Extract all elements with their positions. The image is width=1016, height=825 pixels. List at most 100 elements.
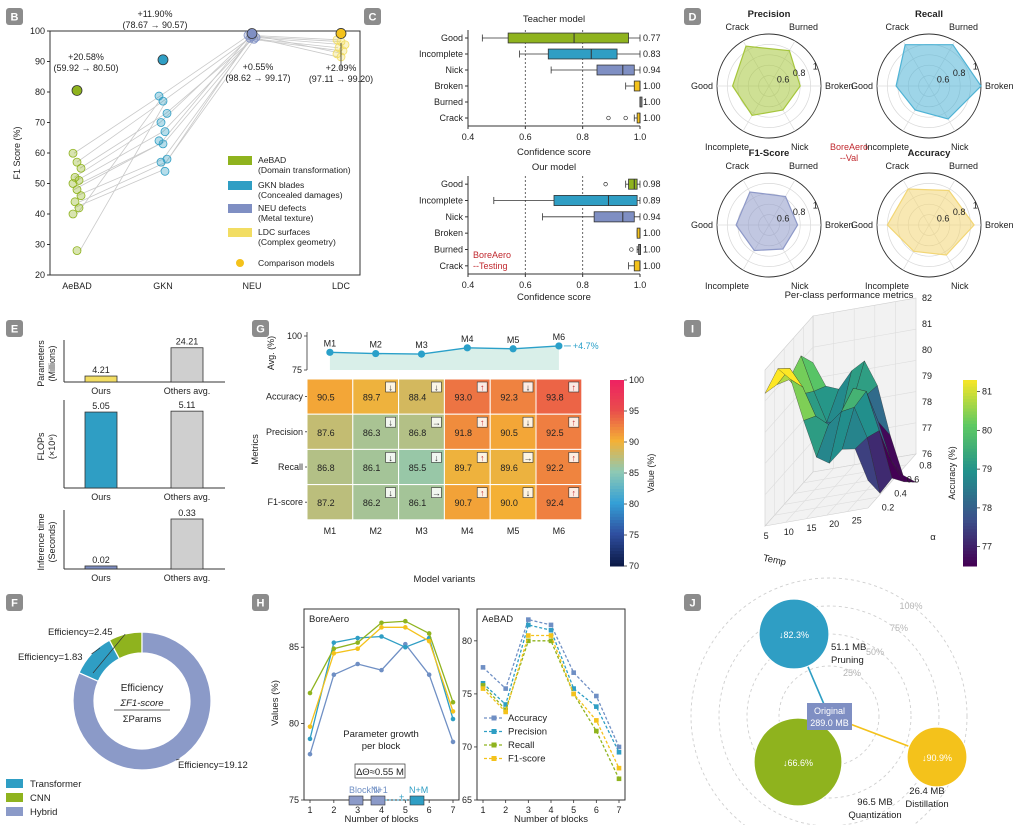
y-axis-title: FLOPs(×10⁹) bbox=[36, 432, 57, 461]
avg-y-axis-title: Avg. (%) bbox=[266, 336, 276, 370]
reference-ring bbox=[690, 577, 968, 825]
panel-letter: E bbox=[11, 324, 18, 336]
x-tick-label: 5 bbox=[571, 805, 576, 815]
cell-value-label: 88.4 bbox=[409, 393, 427, 403]
colorbar-segment bbox=[963, 541, 977, 545]
colorbar-segment bbox=[963, 404, 977, 409]
colorbar-tick-label: 80 bbox=[982, 425, 992, 435]
radar-axis-label: Good bbox=[851, 81, 873, 91]
colorbar-segment bbox=[610, 414, 624, 418]
series-marker bbox=[331, 651, 337, 656]
radar-axis-label: Burned bbox=[949, 22, 978, 32]
cell-value-label: 86.3 bbox=[363, 428, 381, 438]
connector-line bbox=[159, 39, 250, 172]
bar bbox=[170, 518, 204, 570]
panel-badge bbox=[252, 594, 269, 611]
legend-label: F1-score bbox=[508, 754, 545, 765]
radar-tick-label: 0.6 bbox=[937, 75, 950, 85]
trend-arrow-up: ↑ bbox=[572, 418, 577, 428]
radar-area bbox=[735, 191, 799, 252]
chart-e: Parameters(Millions) 4.21 Ours 24.21 Others … bbox=[36, 337, 225, 583]
colorbar-segment bbox=[610, 411, 624, 415]
series-marker bbox=[594, 728, 599, 734]
colorbar-tick-label: 80 bbox=[629, 499, 639, 509]
outlier bbox=[629, 247, 634, 252]
size-label: 26.4 MB bbox=[909, 786, 944, 797]
radar-axis-label: Burned bbox=[949, 161, 978, 171]
x-tick-label: 2 bbox=[331, 805, 336, 815]
colorbar-segment bbox=[963, 544, 977, 548]
colorbar-segment bbox=[610, 479, 624, 483]
cell-value-label: 89.7 bbox=[455, 463, 473, 473]
avg-y-tick-label: 100 bbox=[287, 331, 302, 341]
y-tick-label: 20 bbox=[35, 270, 45, 280]
legend-label: Accuracy bbox=[508, 713, 547, 724]
series-marker bbox=[503, 702, 508, 707]
colorbar-tick-label: 90 bbox=[629, 437, 639, 447]
colorbar-segment bbox=[963, 429, 977, 434]
colorbar-segment bbox=[610, 442, 624, 446]
grid-line bbox=[784, 486, 888, 505]
y-tick-label: 40 bbox=[35, 209, 45, 219]
trend-badge bbox=[476, 416, 488, 428]
trend-arrow-up: ↑ bbox=[572, 488, 577, 498]
colorbar-segment bbox=[610, 401, 624, 406]
z-tick-label: 80 bbox=[922, 345, 932, 355]
radar-caption: Per-class performance metrics bbox=[785, 290, 914, 301]
panel-J-badge: J bbox=[684, 594, 701, 611]
inset-block-label: N+M bbox=[409, 785, 428, 795]
bar-value-label: 5.11 bbox=[179, 400, 196, 410]
colorbar-segment bbox=[610, 510, 624, 514]
colorbar-tick-label: 78 bbox=[982, 503, 992, 513]
colorbar-segment bbox=[610, 435, 624, 440]
x-tick-label: M6 bbox=[553, 526, 566, 536]
colorbar-segment bbox=[963, 528, 977, 533]
x-axis-title: Confidence score bbox=[517, 292, 591, 303]
colorbar-tick-label: 75 bbox=[629, 530, 639, 540]
colorbar-tick-label: 81 bbox=[982, 387, 992, 397]
trend-badge bbox=[568, 381, 580, 393]
trend-arrow-right: → bbox=[432, 488, 441, 498]
legend-marker bbox=[491, 715, 497, 721]
y-tick-label: Recall bbox=[278, 462, 303, 472]
y-tick-label: 75 bbox=[289, 795, 299, 805]
surface-face bbox=[854, 437, 881, 494]
colorbar-segment bbox=[963, 562, 977, 567]
colorbar-segment bbox=[963, 398, 977, 403]
y-tick-label: 70 bbox=[35, 118, 45, 128]
x-axis-title: Model variants bbox=[414, 574, 476, 585]
radar-tick-label: 0.6 bbox=[937, 214, 950, 224]
slice-leader bbox=[92, 633, 126, 674]
donut-slice bbox=[72, 631, 212, 771]
series-marker bbox=[616, 744, 622, 750]
slice-label: Efficiency=1.83 bbox=[18, 652, 83, 663]
colorbar-segment bbox=[963, 423, 977, 427]
bar-value-label: 0.33 bbox=[178, 508, 196, 518]
bar-value-label: 5.05 bbox=[92, 401, 110, 411]
y-tick-label: 50 bbox=[35, 179, 45, 189]
series-marker bbox=[403, 618, 408, 624]
z-tick-label: 81 bbox=[922, 319, 932, 329]
trend-badge bbox=[568, 487, 580, 498]
panel-letter: I bbox=[691, 324, 694, 336]
colorbar-segment bbox=[610, 497, 624, 502]
x-tick-label: 0.6 bbox=[519, 132, 532, 142]
colorbar-segment bbox=[610, 420, 624, 424]
trend-arrow-up: ↑ bbox=[480, 418, 485, 428]
class-label: Good bbox=[441, 33, 463, 43]
panel-badge bbox=[684, 320, 701, 337]
legend-swatch bbox=[6, 793, 23, 802]
colorbar-segment bbox=[610, 466, 624, 471]
y-tick-label: 90 bbox=[35, 57, 45, 67]
series-marker bbox=[331, 640, 337, 645]
y-tick-label: 65 bbox=[462, 795, 472, 805]
y-tick-label: 0.6 bbox=[907, 474, 920, 484]
heatmap-cell bbox=[306, 413, 354, 450]
x-tick-label: 20 bbox=[829, 519, 839, 529]
radar-tick-label: 0.8 bbox=[793, 207, 806, 217]
comparison-point bbox=[246, 28, 258, 39]
series-marker bbox=[503, 709, 508, 715]
y-tick-label: 0.2 bbox=[882, 503, 895, 513]
chart-g: 90.5 89.7 ↓ 88.4 ↓ 93.0 ↑ 92.3 ↓ 93.8 ↑ 87.6 86.3 ↓ 86… bbox=[250, 331, 656, 585]
trend-badge bbox=[476, 381, 488, 393]
